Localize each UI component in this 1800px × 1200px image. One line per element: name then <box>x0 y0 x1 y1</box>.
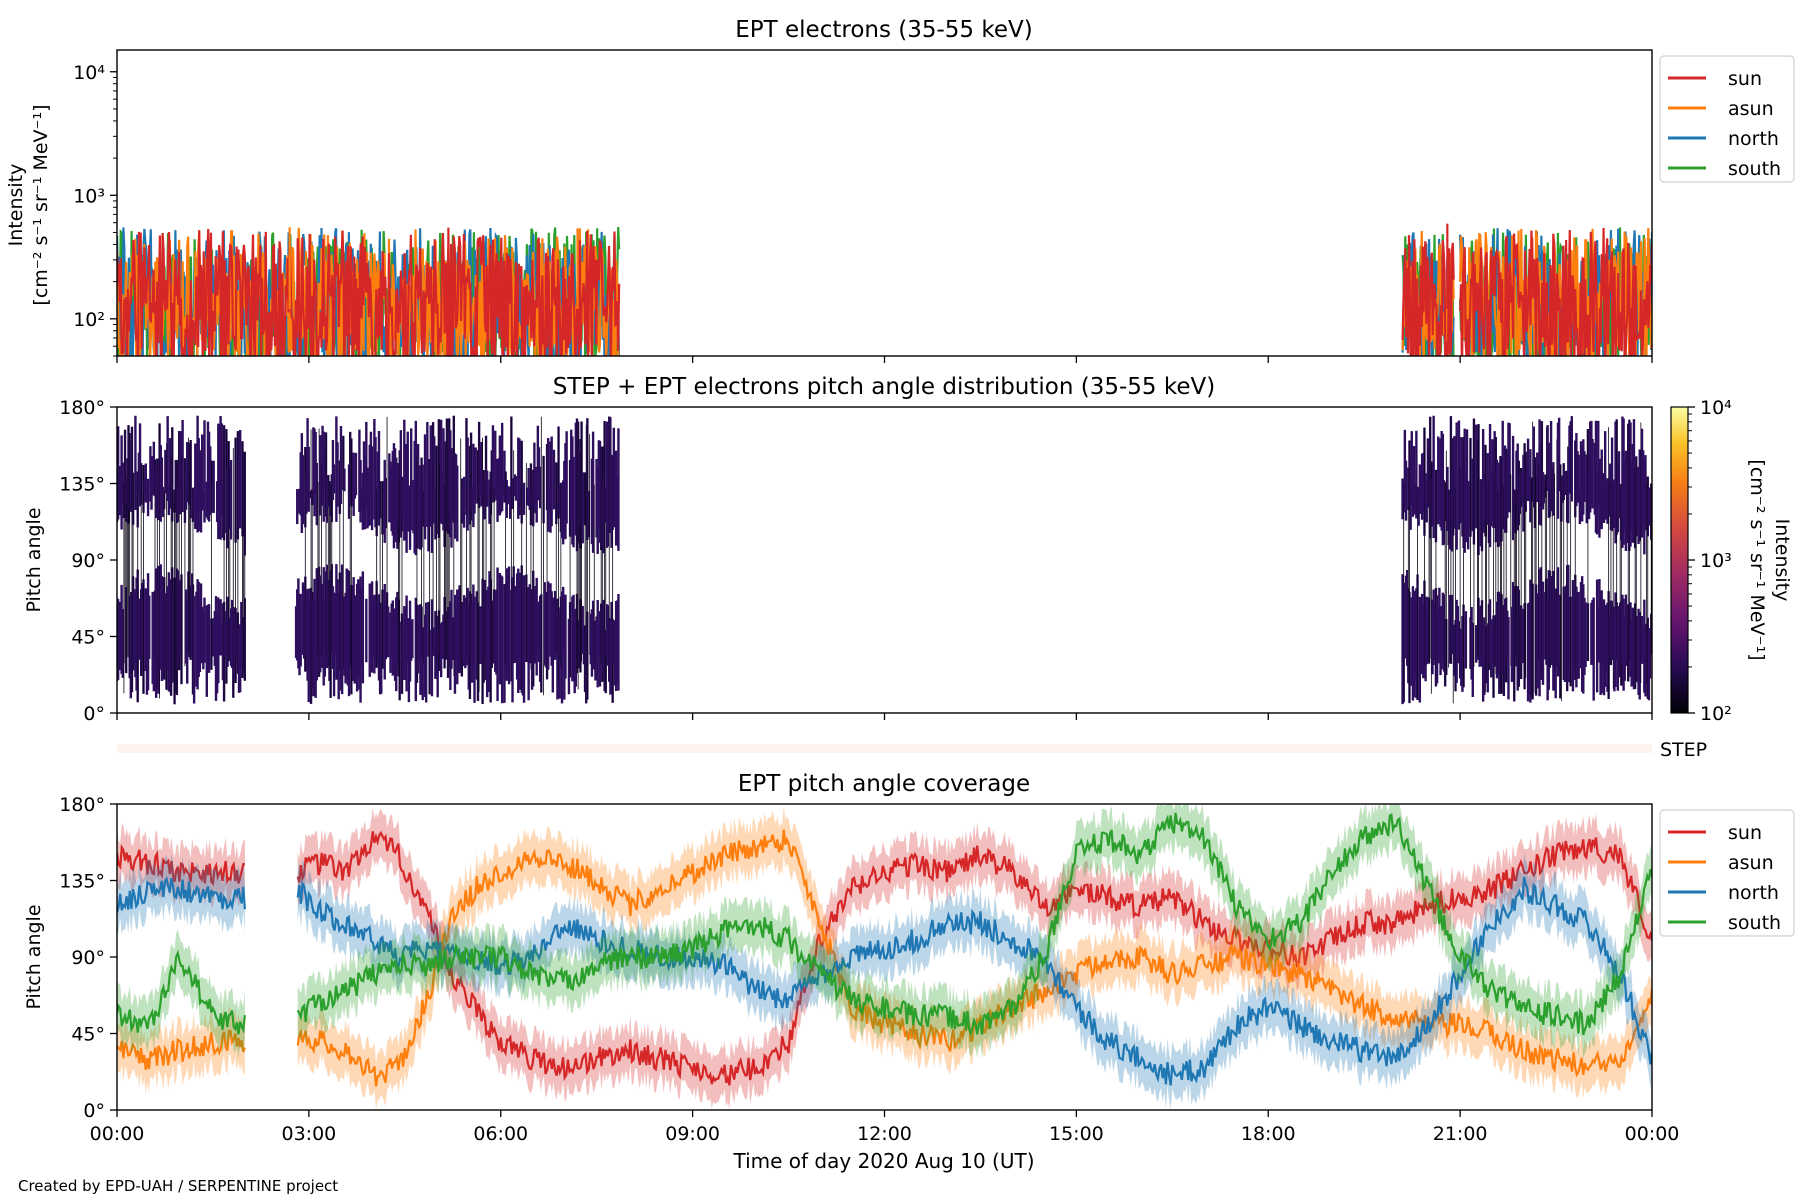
colorbar-units: [cm⁻² s⁻¹ sr⁻¹ MeV⁻¹] <box>1746 459 1768 660</box>
colorbar-axes: 10² 10³ 10⁴ <box>1688 397 1732 725</box>
panel1-plot-area <box>117 223 1652 356</box>
legend-label-sun: sun <box>1728 822 1762 844</box>
legend-label-asun: asun <box>1728 98 1774 120</box>
colorbar-tick-label: 10³ <box>1700 550 1732 572</box>
x-tick-label: 15:00 <box>1049 1123 1104 1145</box>
x-tick-label: 18:00 <box>1241 1123 1296 1145</box>
series-line-north <box>1401 232 1455 356</box>
legend-label-north: north <box>1728 882 1779 904</box>
y-tick-label: 180° <box>59 794 105 816</box>
x-tick-label: 09:00 <box>665 1123 720 1145</box>
panel-intensity: EPT electrons (35-55 keV) 10² 10³ 10⁴ Inte… <box>5 17 1795 363</box>
band-north <box>297 853 1652 1110</box>
y-tick-label: 0° <box>83 1100 105 1122</box>
panel1-title: EPT electrons (35-55 keV) <box>735 17 1032 43</box>
series-line-sun <box>1401 235 1455 356</box>
x-tick-label: 12:00 <box>857 1123 912 1145</box>
y-tick-label: 10⁴ <box>73 62 105 84</box>
series-line-sun <box>296 830 1652 1086</box>
series-line-sun <box>117 843 245 886</box>
x-tick-label: 00:00 <box>90 1123 145 1145</box>
y-tick-label: 135° <box>59 474 105 496</box>
legend-label-south: south <box>1728 912 1781 934</box>
legend-label-sun: sun <box>1728 68 1762 90</box>
colorbar <box>1670 406 1689 714</box>
panel3-axes: 0° 45° 90° 135° 180° 00:00 03:00 06:00 09:00 12:0… <box>59 794 1679 1145</box>
panel1-legend: sun asun north south <box>1659 55 1795 183</box>
panel2-ylabel: Pitch angle <box>23 507 45 612</box>
x-tick-label: 21:00 <box>1433 1123 1488 1145</box>
panel-pitch-angle-distribution: STEP + EPT electrons pitch angle distrib… <box>23 374 1793 725</box>
y-tick-label: 180° <box>59 397 105 419</box>
series-line-south <box>296 812 1652 1037</box>
series-line-asun <box>117 1029 246 1070</box>
panel1-axes: 10² 10³ 10⁴ <box>73 62 1653 363</box>
panel1-ylabel: Intensity <box>5 164 27 247</box>
y-tick-label: 10³ <box>73 185 105 207</box>
x-axis-label: Time of day 2020 Aug 10 (UT) <box>732 1149 1034 1173</box>
series-line-north <box>117 876 246 913</box>
y-tick-label: 45° <box>71 627 105 649</box>
panel2-title: STEP + EPT electrons pitch angle distrib… <box>553 374 1215 400</box>
y-tick-label: 90° <box>71 947 105 969</box>
series-line-south <box>117 949 246 1035</box>
legend-label-south: south <box>1728 158 1781 180</box>
panel3-title: EPT pitch angle coverage <box>738 771 1030 797</box>
colorbar-tick-label: 10² <box>1700 703 1732 725</box>
step-strip: STEP <box>117 739 1707 761</box>
panel3-legend: sun asun north south <box>1659 809 1795 937</box>
colorbar-label: Intensity <box>1771 519 1793 602</box>
panel2-axes: 0° 45° 90° 135° 180° <box>59 397 1653 725</box>
legend-box <box>1659 55 1795 183</box>
band-south <box>117 929 245 1059</box>
y-tick-label: 0° <box>83 703 105 725</box>
band-sun <box>297 807 1652 1110</box>
series-line-sun <box>1459 227 1652 356</box>
panel-pitch-angle-coverage: EPT pitch angle coverage 0° 45° 90° 135° 180… <box>23 771 1795 1145</box>
legend-box <box>1659 809 1795 937</box>
band-south <box>297 804 1652 1059</box>
x-tick-label: 06:00 <box>473 1123 528 1145</box>
panel3-plot-area <box>117 804 1652 1110</box>
y-tick-label: 10² <box>73 309 105 331</box>
band-asun <box>297 805 1652 1110</box>
x-tick-label: 00:00 <box>1625 1123 1680 1145</box>
panel3-ylabel: Pitch angle <box>23 904 45 1009</box>
y-tick-label: 45° <box>71 1024 105 1046</box>
x-tick-label: 03:00 <box>281 1123 336 1145</box>
y-tick-label: 90° <box>71 550 105 572</box>
y-tick-label: 135° <box>59 871 105 893</box>
series-line-sun <box>117 227 621 356</box>
legend-label-asun: asun <box>1728 852 1774 874</box>
footer-credit: Created by EPD-UAH / SERPENTINE project <box>18 1177 338 1195</box>
step-bar <box>117 744 1652 753</box>
panel1-yunits: [cm⁻² s⁻¹ sr⁻¹ MeV⁻¹] <box>30 104 52 305</box>
step-label: STEP <box>1660 739 1707 761</box>
panel2-plot-area <box>117 415 1652 705</box>
legend-label-north: north <box>1728 128 1779 150</box>
colorbar-tick-label: 10⁴ <box>1700 397 1732 419</box>
